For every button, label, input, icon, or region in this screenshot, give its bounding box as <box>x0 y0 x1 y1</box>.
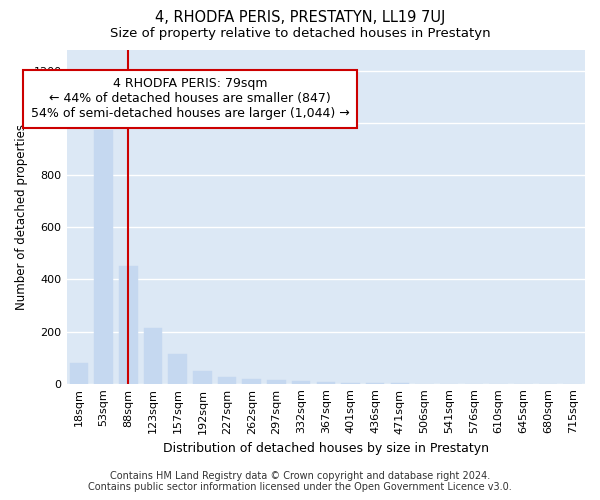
Text: Size of property relative to detached houses in Prestatyn: Size of property relative to detached ho… <box>110 28 490 40</box>
X-axis label: Distribution of detached houses by size in Prestatyn: Distribution of detached houses by size … <box>163 442 489 455</box>
Bar <box>242 379 261 384</box>
Bar <box>193 371 212 384</box>
Bar <box>70 363 88 384</box>
Bar <box>169 354 187 384</box>
Bar <box>218 377 236 384</box>
Bar <box>143 328 162 384</box>
Bar <box>317 382 335 384</box>
Bar <box>119 266 137 384</box>
Text: 4 RHODFA PERIS: 79sqm
← 44% of detached houses are smaller (847)
54% of semi-det: 4 RHODFA PERIS: 79sqm ← 44% of detached … <box>31 78 349 120</box>
Bar <box>94 130 113 384</box>
Y-axis label: Number of detached properties: Number of detached properties <box>15 124 28 310</box>
Text: 4, RHODFA PERIS, PRESTATYN, LL19 7UJ: 4, RHODFA PERIS, PRESTATYN, LL19 7UJ <box>155 10 445 25</box>
Bar <box>267 380 286 384</box>
Bar <box>292 381 310 384</box>
Text: Contains HM Land Registry data © Crown copyright and database right 2024.
Contai: Contains HM Land Registry data © Crown c… <box>88 471 512 492</box>
Bar <box>341 383 360 384</box>
